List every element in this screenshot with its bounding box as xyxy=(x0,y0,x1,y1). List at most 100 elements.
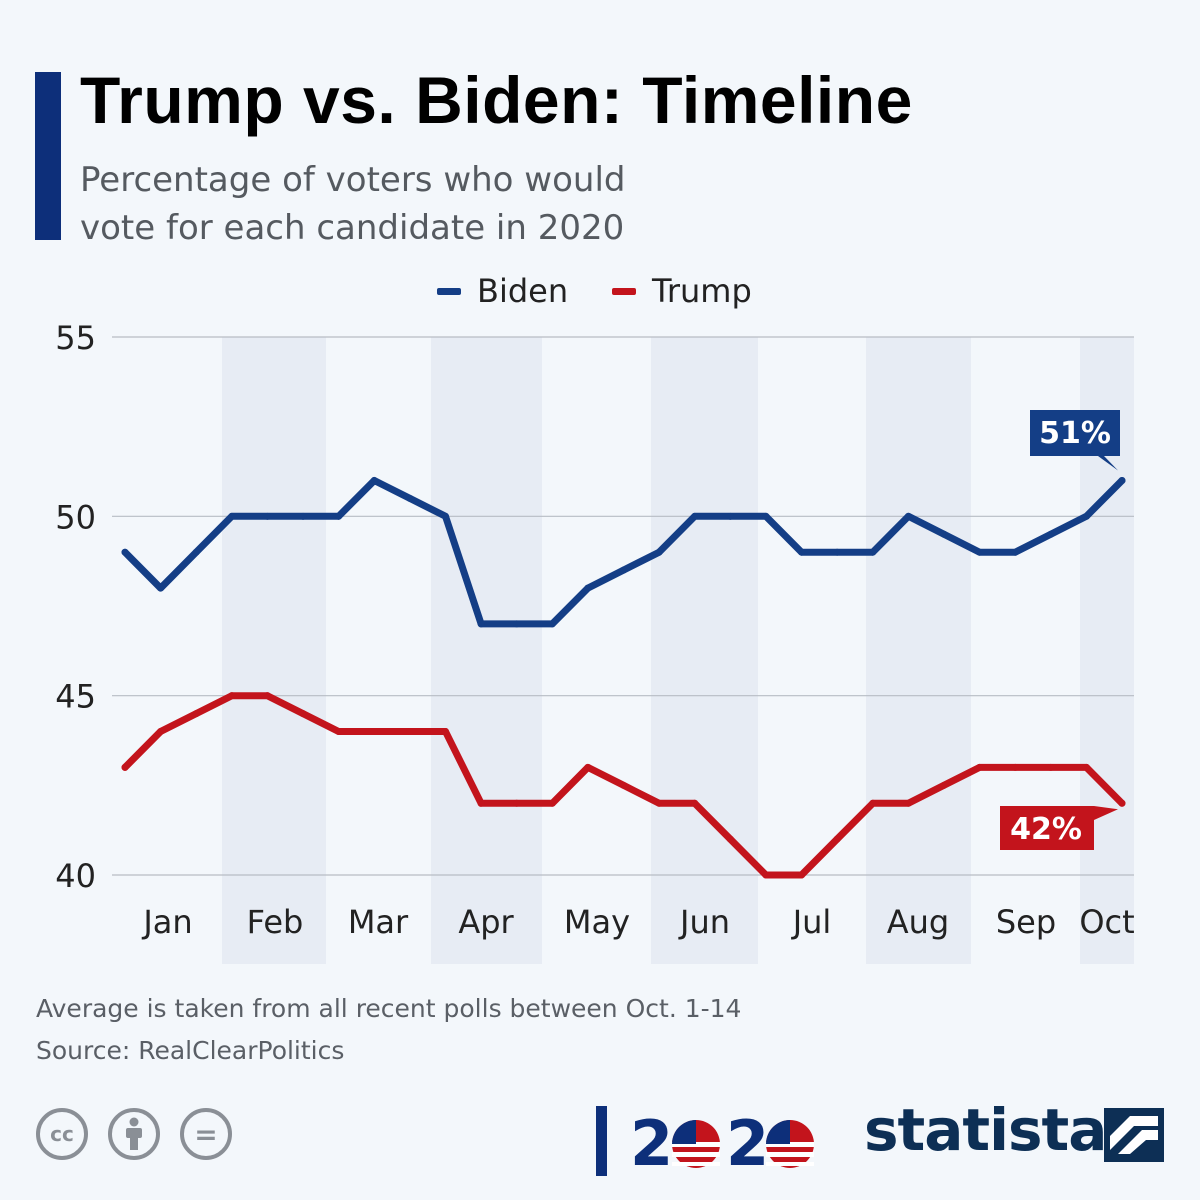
x-tick-label-jun: Jun xyxy=(678,903,730,941)
data-point-biden-28 xyxy=(1118,476,1126,484)
x-tick-label-jul: Jul xyxy=(791,903,832,941)
data-point-trump-21 xyxy=(869,799,877,807)
data-point-trump-17 xyxy=(726,835,734,843)
data-point-biden-27 xyxy=(1082,512,1090,520)
data-point-trump-12 xyxy=(548,799,556,807)
nd-icon-text: = xyxy=(194,1117,218,1151)
legend-label-trump: Trump xyxy=(652,272,752,310)
data-point-biden-10 xyxy=(477,620,485,628)
data-point-biden-2 xyxy=(192,548,200,556)
data-point-trump-14 xyxy=(620,781,627,789)
data-point-trump-15 xyxy=(655,799,663,807)
data-point-trump-28 xyxy=(1118,799,1126,807)
data-point-biden-7 xyxy=(370,476,378,484)
data-point-trump-5 xyxy=(299,710,307,718)
data-point-biden-11 xyxy=(513,620,521,628)
data-point-trump-22 xyxy=(904,799,912,807)
x-tick-label-oct: Oct xyxy=(1079,903,1134,941)
data-point-biden-13 xyxy=(584,584,592,592)
data-point-trump-24 xyxy=(976,763,984,771)
data-point-trump-0 xyxy=(121,763,129,771)
data-point-trump-20 xyxy=(833,835,841,843)
data-point-trump-25 xyxy=(1011,763,1019,771)
data-point-biden-14 xyxy=(620,566,627,574)
end-label-trump: 42% xyxy=(1010,812,1082,847)
election-2020-logo: 2 2 xyxy=(596,1106,814,1176)
x-tick-label-apr: Apr xyxy=(458,903,514,941)
data-point-biden-0 xyxy=(121,548,129,556)
legend-item-biden: Biden xyxy=(437,272,568,310)
cc-icon[interactable]: cc xyxy=(36,1108,88,1160)
data-point-trump-18 xyxy=(762,871,770,879)
data-point-biden-21 xyxy=(869,548,877,556)
x-tick-label-aug: Aug xyxy=(887,903,949,941)
data-point-trump-7 xyxy=(370,728,378,736)
data-point-biden-8 xyxy=(406,494,414,502)
y-tick-label-45: 45 xyxy=(55,678,96,716)
end-label-biden: 51% xyxy=(1039,416,1111,451)
data-point-trump-27 xyxy=(1082,763,1090,771)
data-point-trump-2 xyxy=(192,710,200,718)
data-point-biden-23 xyxy=(940,530,948,538)
legend-swatch-biden xyxy=(437,287,461,295)
data-point-biden-4 xyxy=(263,512,271,520)
statista-brand[interactable]: statista xyxy=(864,1096,1107,1164)
data-point-biden-24 xyxy=(976,548,984,556)
month-band-3 xyxy=(866,337,971,964)
person-icon xyxy=(126,1117,142,1150)
data-point-biden-26 xyxy=(1047,530,1055,538)
data-point-biden-9 xyxy=(441,512,449,520)
end-label-box-biden xyxy=(1030,410,1120,471)
data-point-biden-15 xyxy=(655,548,663,556)
x-tick-label-may: May xyxy=(564,903,630,941)
data-point-trump-4 xyxy=(263,692,271,700)
data-point-trump-10 xyxy=(477,799,485,807)
no-derivatives-icon[interactable]: = xyxy=(180,1108,232,1160)
chart-title: Trump vs. Biden: Timeline xyxy=(80,63,913,137)
y-tick-label-50: 50 xyxy=(55,498,96,536)
footnote: Average is taken from all recent polls b… xyxy=(36,994,742,1023)
data-point-biden-12 xyxy=(548,620,556,628)
data-point-trump-8 xyxy=(406,728,414,736)
cc-icon-text: cc xyxy=(50,1122,74,1146)
data-point-biden-25 xyxy=(1011,548,1019,556)
legend-item-trump: Trump xyxy=(612,272,752,310)
month-band-2 xyxy=(651,337,758,964)
month-band-1 xyxy=(431,337,542,964)
data-point-biden-22 xyxy=(904,512,912,520)
svg-text:2: 2 xyxy=(630,1107,673,1176)
svg-text:2: 2 xyxy=(726,1107,769,1176)
x-tick-label-mar: Mar xyxy=(348,903,409,941)
source-note: Source: RealClearPolitics xyxy=(36,1036,345,1065)
x-tick-label-feb: Feb xyxy=(247,903,304,941)
title-accent-bar xyxy=(35,72,61,240)
attribution-icon[interactable] xyxy=(108,1108,160,1160)
data-point-trump-6 xyxy=(335,728,343,736)
legend-label-biden: Biden xyxy=(477,272,569,310)
data-point-trump-13 xyxy=(584,763,592,771)
y-tick-label-40: 40 xyxy=(55,857,96,895)
x-tick-label-jan: Jan xyxy=(141,903,192,941)
statista-logo-icon[interactable] xyxy=(1104,1108,1164,1162)
data-point-trump-3 xyxy=(228,692,236,700)
data-point-trump-16 xyxy=(691,799,699,807)
chart-legend: Biden Trump xyxy=(0,272,1200,316)
data-point-biden-1 xyxy=(157,584,165,592)
data-point-trump-9 xyxy=(441,728,449,736)
data-point-biden-17 xyxy=(726,512,734,520)
data-point-trump-11 xyxy=(513,799,521,807)
data-point-biden-20 xyxy=(833,548,841,556)
data-point-biden-18 xyxy=(762,512,770,520)
data-point-trump-1 xyxy=(157,728,165,736)
data-point-biden-5 xyxy=(299,512,307,520)
y-tick-label-55: 55 xyxy=(55,319,96,357)
data-point-biden-3 xyxy=(228,512,236,520)
month-band-0 xyxy=(222,337,326,964)
data-point-biden-6 xyxy=(335,512,343,520)
x-tick-label-sep: Sep xyxy=(996,903,1056,941)
data-point-trump-26 xyxy=(1047,763,1055,771)
data-point-trump-23 xyxy=(940,781,948,789)
line-chart: 40 45 50 55 Jan Feb Mar Apr May Jun Jul Aug Sep Oct 51… xyxy=(55,319,1135,964)
end-label-box-trump xyxy=(1000,806,1118,850)
data-point-biden-19 xyxy=(798,548,806,556)
